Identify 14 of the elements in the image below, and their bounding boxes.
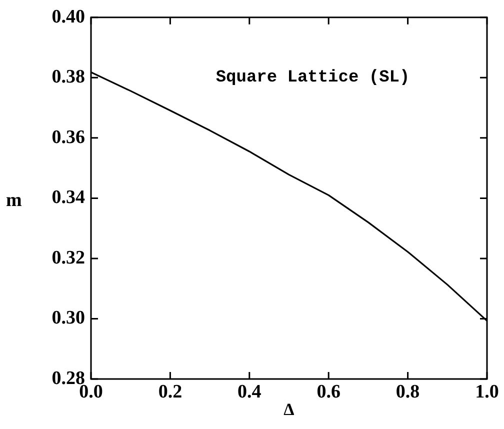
y-tick-label: 0.40 — [52, 6, 85, 28]
y-tick-label: 0.36 — [52, 126, 85, 148]
x-axis-title: Δ — [284, 400, 295, 420]
x-tick-label: 1.0 — [475, 381, 499, 402]
x-tick-label: 0.8 — [396, 381, 420, 402]
y-axis-title: m — [6, 190, 22, 212]
x-tick-label: 0.4 — [238, 381, 262, 402]
y-tick-label: 0.32 — [52, 247, 85, 268]
x-tick-label: 0.2 — [158, 381, 182, 402]
y-tick-label: 0.34 — [52, 187, 86, 208]
y-tick-label: 0.30 — [52, 308, 85, 329]
x-tick-label: 0.6 — [316, 381, 340, 402]
annotation: Square Lattice (SL) — [216, 68, 410, 88]
y-tick-label: 0.38 — [52, 66, 85, 88]
